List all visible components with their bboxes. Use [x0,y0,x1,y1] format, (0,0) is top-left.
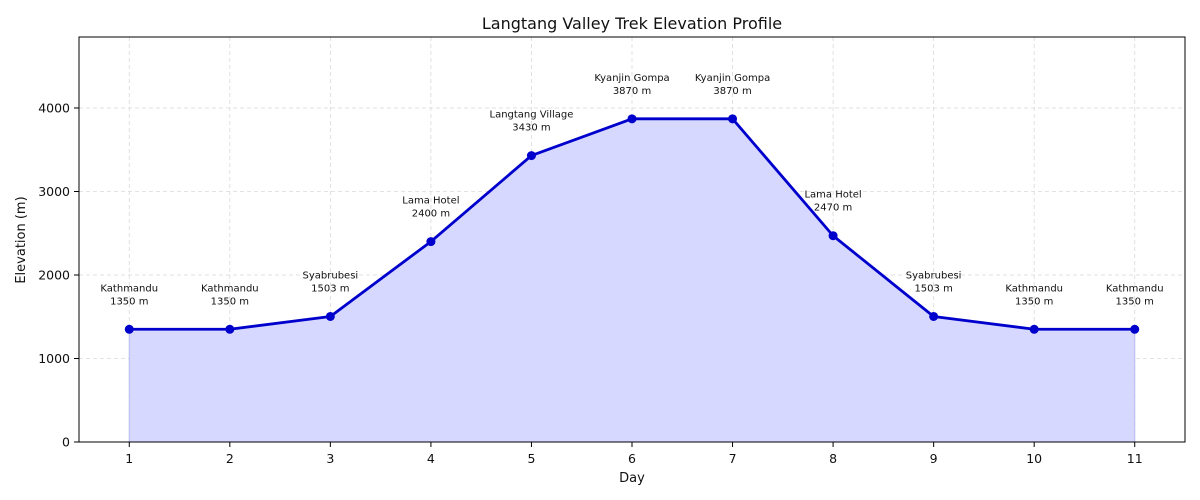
annotation-elevation: 2400 m [412,209,450,220]
annotation-elevation: 1503 m [914,283,952,294]
point-annotation: Kathmandu 1350 m [201,283,259,307]
elevation-area-fill [128,118,1136,443]
point-annotation: Lama Hotel 2470 m [804,190,861,214]
x-tick-label: 9 [930,451,938,466]
data-point [929,311,939,321]
point-annotation: Kyanjin Gompa 3870 m [594,73,669,97]
y-tick-label: 1000 [38,351,70,366]
point-annotation: Syabrubesi 1503 m [303,270,359,294]
data-point [124,324,134,334]
data-point [325,311,335,321]
annotation-location: Lama Hotel [804,190,861,201]
y-tick-label: 0 [62,435,70,450]
point-annotation: Syabrubesi 1503 m [906,270,962,294]
x-axis-label: Day [619,471,645,486]
annotation-location: Syabrubesi [303,270,359,281]
chart-title: Langtang Valley Trek Elevation Profile [482,14,782,33]
annotation-elevation: 3430 m [512,123,550,134]
x-tick-label: 5 [527,451,535,466]
data-point [426,237,436,247]
annotation-elevation: 2470 m [814,203,852,214]
annotation-location: Kathmandu [100,283,158,294]
point-labels: Kathmandu 1350 m Kathmandu 1350 m Syabrubesi… [100,73,1163,307]
data-point [1029,324,1039,334]
annotation-elevation: 3870 m [613,86,651,97]
data-point [728,114,738,124]
data-point [225,324,235,334]
x-tick-label: 3 [326,451,334,466]
annotation-elevation: 1350 m [1015,296,1053,307]
x-axis-ticks: 1 2 3 4 5 6 7 8 9 10 11 [125,442,1143,466]
annotation-elevation: 1503 m [311,283,349,294]
points-layer [124,114,1140,334]
annotation-elevation: 1350 m [110,296,148,307]
x-tick-label: 7 [729,451,737,466]
annotation-elevation: 1350 m [211,296,249,307]
point-annotation: Langtang Village 3430 m [490,110,574,134]
data-point [828,231,838,241]
annotation-elevation: 1350 m [1116,296,1154,307]
point-annotation: Lama Hotel 2400 m [402,196,459,220]
y-axis-ticks: 0 1000 2000 3000 4000 [38,100,79,450]
annotation-location: Kyanjin Gompa [695,73,770,84]
point-annotation: Kyanjin Gompa 3870 m [695,73,770,97]
x-tick-label: 10 [1026,451,1042,466]
point-annotation: Kathmandu 1350 m [100,283,158,307]
annotation-elevation: 3870 m [713,86,751,97]
annotation-location: Langtang Village [490,110,574,121]
area-layer [128,118,1136,443]
y-tick-label: 3000 [38,184,70,199]
annotation-location: Lama Hotel [402,196,459,207]
x-tick-label: 6 [628,451,636,466]
point-annotation: Kathmandu 1350 m [1005,283,1063,307]
y-axis-label: Elevation (m) [14,196,29,283]
annotation-location: Kathmandu [1106,283,1164,294]
point-annotation: Kathmandu 1350 m [1106,283,1164,307]
data-point [1130,324,1140,334]
annotation-location: Kathmandu [1005,283,1063,294]
data-point [627,114,637,124]
x-tick-label: 11 [1127,451,1143,466]
y-tick-label: 4000 [38,100,70,115]
x-tick-label: 2 [226,451,234,466]
annotation-location: Syabrubesi [906,270,962,281]
y-tick-label: 2000 [38,267,70,282]
data-point [526,151,536,161]
annotation-location: Kathmandu [201,283,259,294]
x-tick-label: 4 [427,451,435,466]
x-tick-label: 8 [829,451,837,466]
x-tick-label: 1 [125,451,133,466]
annotation-location: Kyanjin Gompa [594,73,669,84]
